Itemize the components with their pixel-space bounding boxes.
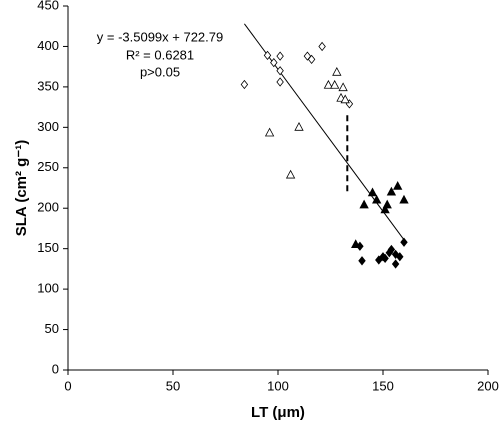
point bbox=[276, 66, 284, 76]
point bbox=[372, 194, 382, 204]
point bbox=[307, 54, 316, 65]
point bbox=[270, 57, 278, 68]
x-tick-label: 150 bbox=[372, 378, 394, 393]
y-tick-label: 300 bbox=[37, 119, 59, 134]
y-tick-label: 250 bbox=[37, 159, 59, 174]
x-tick-label: 50 bbox=[166, 378, 180, 393]
y-tick-label: 0 bbox=[52, 361, 59, 376]
annotation: R² = 0.6281 bbox=[126, 47, 194, 62]
y-tick-label: 100 bbox=[37, 281, 59, 296]
point bbox=[387, 244, 396, 255]
point bbox=[391, 259, 400, 269]
x-tick-label: 0 bbox=[64, 378, 71, 393]
point bbox=[380, 204, 390, 214]
point bbox=[276, 77, 284, 87]
y-tick-label: 200 bbox=[37, 200, 59, 215]
point bbox=[340, 94, 350, 104]
point bbox=[294, 121, 304, 131]
trend-line bbox=[243, 23, 405, 241]
point bbox=[391, 249, 400, 259]
annotation: y = -3.5099x + 722.79 bbox=[97, 29, 223, 44]
y-tick-label: 350 bbox=[37, 78, 59, 93]
y-tick-label: 150 bbox=[37, 240, 59, 255]
point bbox=[264, 127, 275, 137]
point bbox=[386, 186, 397, 196]
x-tick-label: 200 bbox=[477, 378, 499, 393]
point bbox=[399, 194, 409, 204]
point bbox=[367, 187, 378, 197]
point bbox=[323, 79, 334, 89]
x-axis-label: LT (μm) bbox=[251, 404, 305, 421]
point bbox=[240, 79, 249, 90]
y-tick-label: 450 bbox=[37, 0, 59, 12]
point bbox=[330, 79, 340, 89]
point bbox=[382, 199, 392, 209]
y-axis-label: SLA (cm² g⁻¹) bbox=[13, 140, 30, 237]
annotation: p>0.05 bbox=[140, 64, 180, 79]
point bbox=[338, 82, 348, 92]
point bbox=[358, 256, 366, 266]
y-tick-label: 50 bbox=[45, 321, 59, 336]
point bbox=[396, 252, 404, 262]
point bbox=[285, 169, 296, 179]
point bbox=[381, 253, 389, 264]
point bbox=[359, 199, 369, 209]
point bbox=[356, 241, 364, 251]
point bbox=[263, 50, 272, 60]
y-tick-label: 400 bbox=[37, 38, 59, 53]
point bbox=[393, 181, 403, 190]
point bbox=[400, 237, 408, 247]
x-tick-label: 100 bbox=[267, 378, 289, 393]
point bbox=[332, 66, 342, 76]
point bbox=[276, 51, 284, 61]
point bbox=[318, 41, 326, 52]
